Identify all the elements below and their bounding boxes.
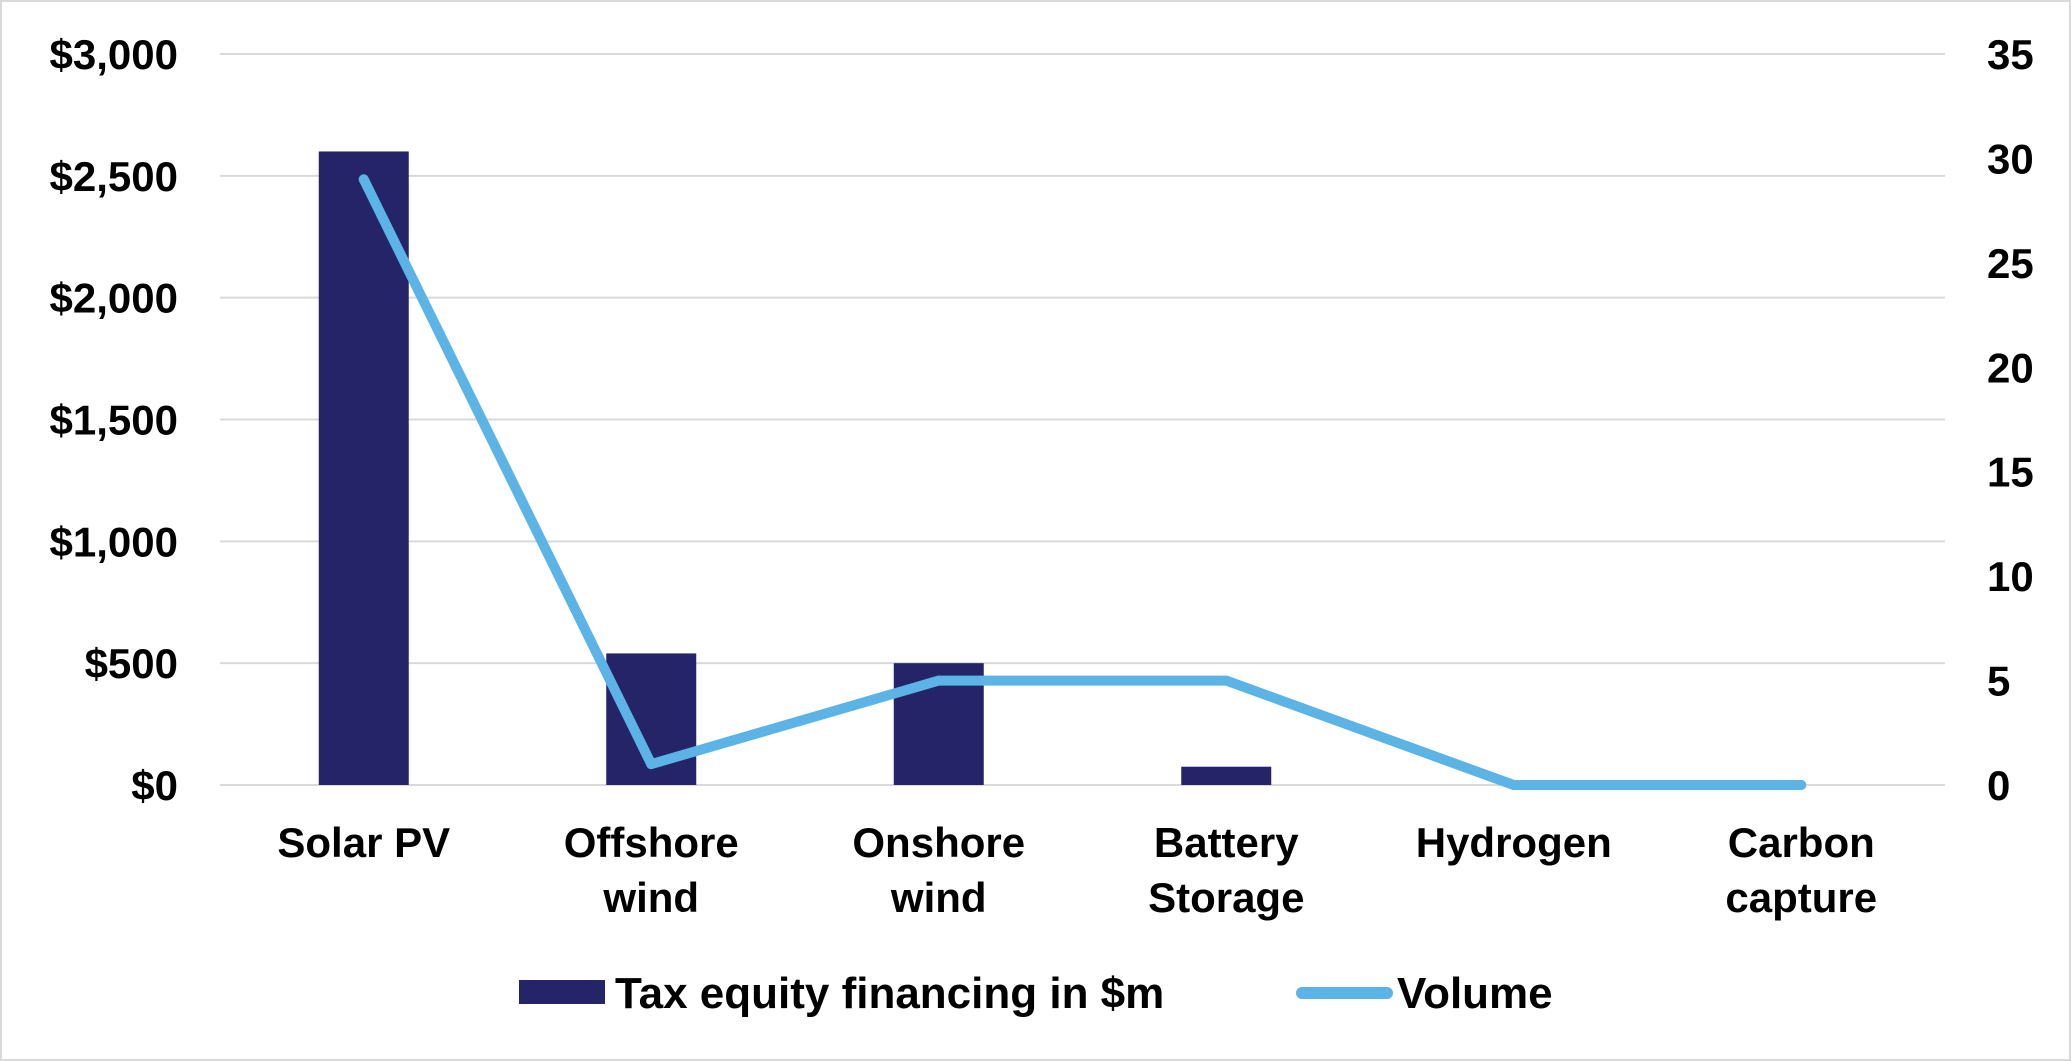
- right-axis-tick-label: 15: [1987, 449, 2034, 496]
- right-axis-tick-label: 5: [1987, 658, 2010, 705]
- category-label: Storage: [1148, 874, 1304, 921]
- volume-point: [1508, 780, 1519, 790]
- category-label: Solar PV: [277, 819, 450, 866]
- gridlines: [220, 53, 1945, 786]
- legend: Tax equity financing in $m Volume: [519, 969, 1553, 1018]
- category-label: Battery: [1154, 819, 1299, 866]
- volume-line: [358, 174, 1807, 790]
- left-axis-tick-label: $2,500: [50, 153, 178, 200]
- volume-point: [1796, 780, 1807, 790]
- right-axis-tick-label: 25: [1987, 240, 2034, 287]
- volume-point: [646, 759, 657, 770]
- right-axis-tick-label: 35: [1987, 31, 2034, 78]
- left-axis-tick-labels: $0 $500 $1,000 $1,500 $2,000 $2,500 $3,000: [50, 31, 178, 809]
- category-label: capture: [1725, 874, 1877, 921]
- bar: [1181, 766, 1272, 785]
- legend-label: Volume: [1397, 969, 1553, 1018]
- category-label: Hydrogen: [1416, 819, 1612, 866]
- left-axis-tick-label: $1,500: [50, 397, 178, 444]
- right-axis-tick-label: 20: [1987, 344, 2034, 391]
- volume-point: [1221, 675, 1232, 686]
- right-axis-tick-label: 30: [1987, 135, 2034, 182]
- category-label: wind: [602, 874, 699, 921]
- left-axis-tick-label: $500: [85, 640, 178, 687]
- volume-point: [933, 675, 944, 686]
- legend-label: Tax equity financing in $m: [615, 969, 1164, 1018]
- left-axis-tick-label: $0: [131, 762, 178, 809]
- legend-swatch-bar: [519, 980, 605, 1004]
- bar-series: [318, 151, 1272, 785]
- right-axis-tick-label: 10: [1987, 553, 2034, 600]
- line-series: [358, 174, 1807, 790]
- category-label: Offshore: [564, 819, 739, 866]
- left-axis-tick-label: $1,000: [50, 518, 178, 565]
- category-labels: Solar PV Offshore wind Onshore wind Battery St…: [277, 819, 1877, 921]
- category-label: wind: [890, 874, 987, 921]
- category-label: Onshore: [852, 819, 1025, 866]
- right-axis-tick-labels: 0 5 10 15 20 25 30 35: [1987, 31, 2034, 809]
- left-axis-tick-label: $3,000: [50, 31, 178, 78]
- right-axis-tick-label: 0: [1987, 762, 2010, 809]
- volume-point: [358, 174, 369, 185]
- category-label: Carbon: [1728, 819, 1875, 866]
- left-axis-tick-label: $2,000: [50, 275, 178, 322]
- bar: [318, 151, 409, 785]
